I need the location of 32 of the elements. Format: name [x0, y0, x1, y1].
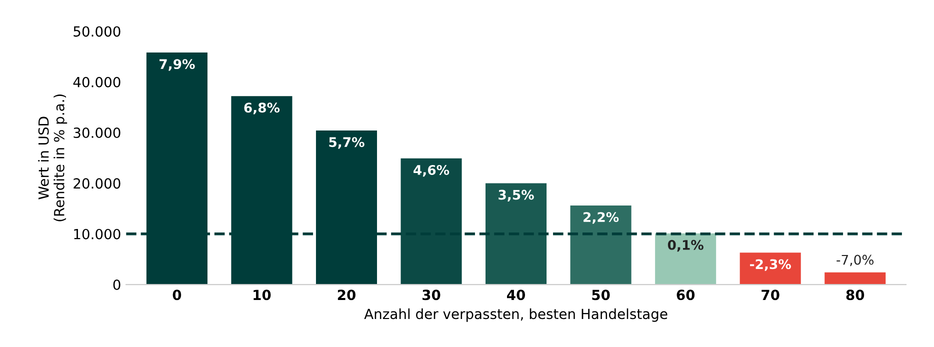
annotation: -2,3%	[750, 259, 791, 271]
bar	[570, 206, 632, 285]
annotation: -7,0%	[836, 254, 874, 266]
x-tick-label: 30	[422, 290, 440, 300]
x-tick-label: 10	[254, 290, 271, 300]
annotation: 6,8%	[244, 102, 280, 114]
y-axis-title: Wert in USD (Rendite in % p.a.)	[38, 94, 68, 222]
x-tick-label: 60	[676, 290, 695, 300]
x-axis-title: Anzahl der verpassten, besten Handelstage	[364, 308, 668, 322]
annotation: 5,7%	[329, 137, 364, 149]
x-tick-label: 0	[172, 290, 182, 300]
x-tick-label: 50	[592, 290, 610, 300]
annotation: 2,2%	[584, 212, 619, 224]
bar	[824, 272, 886, 285]
bar	[486, 183, 547, 285]
x-tick-label: 70	[762, 290, 780, 300]
x-tick-label: 40	[506, 290, 526, 300]
annotation: 3,5%	[498, 190, 534, 202]
y-tick-label: 50.000	[74, 26, 120, 37]
y-tick-label: 10.000	[74, 228, 120, 240]
annotation: 0,1%	[668, 240, 704, 252]
x-tick-label: 20	[338, 290, 356, 300]
x-tick-label: 80	[846, 290, 864, 300]
annotation: 7,9%	[160, 59, 195, 71]
bar	[740, 252, 801, 285]
y-tick-label: 20.000	[74, 178, 120, 189]
annotation: 4,6%	[414, 164, 450, 177]
y-tick-label: 30.000	[74, 128, 120, 138]
bar	[400, 158, 462, 285]
bar	[655, 233, 716, 285]
y-tick-label: 0	[113, 280, 120, 290]
y-tick-label: 40.000	[73, 76, 120, 88]
